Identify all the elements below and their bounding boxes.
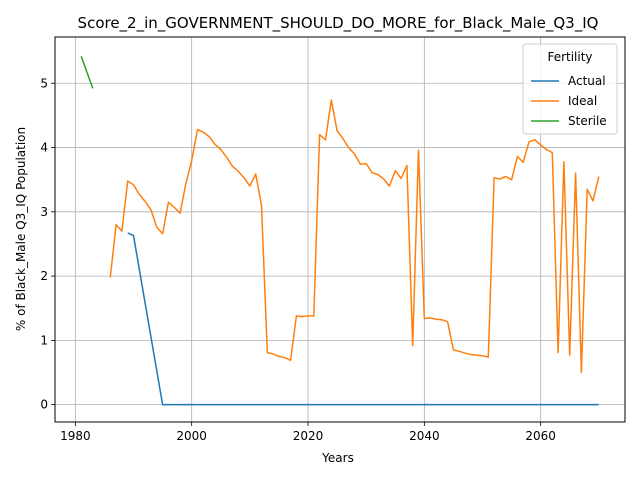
y-axis: 0 1 2 3 4 5: [40, 76, 55, 412]
series-line-actual: [127, 232, 599, 406]
y-axis-label: % of Black_Male Q3_IQ Population: [14, 127, 28, 331]
y-tick-label: 3: [40, 205, 48, 219]
plot-frame: [54, 36, 626, 423]
legend-label-sterile: Sterile: [568, 114, 607, 128]
y-tick-label: 5: [40, 76, 48, 90]
x-tick-label: 2020: [293, 429, 324, 443]
legend-label-ideal: Ideal: [568, 94, 597, 108]
x-tick-label: 2040: [409, 429, 440, 443]
y-tick-label: 0: [40, 398, 48, 412]
x-tick-label: 1980: [60, 429, 91, 443]
legend: Fertility Actual Ideal Sterile: [522, 43, 618, 135]
x-tick-label: 2000: [176, 429, 207, 443]
x-tick-label: 2060: [525, 429, 556, 443]
y-tick-label: 1: [40, 333, 48, 347]
series-line-ideal: [109, 99, 600, 374]
y-tick-label: 4: [40, 141, 48, 155]
x-axis-label: Years: [321, 451, 354, 465]
legend-title: Fertility: [547, 50, 592, 64]
x-axis: 1980 2000 2020 2040 2060: [60, 422, 556, 443]
chart-title: Score_2_in_GOVERNMENT_SHOULD_DO_MORE_for…: [78, 14, 599, 33]
series-line-sterile: [80, 56, 94, 89]
y-tick-label: 2: [40, 269, 48, 283]
legend-box: [522, 43, 618, 135]
series-lines: [80, 56, 600, 406]
legend-label-actual: Actual: [568, 74, 606, 88]
